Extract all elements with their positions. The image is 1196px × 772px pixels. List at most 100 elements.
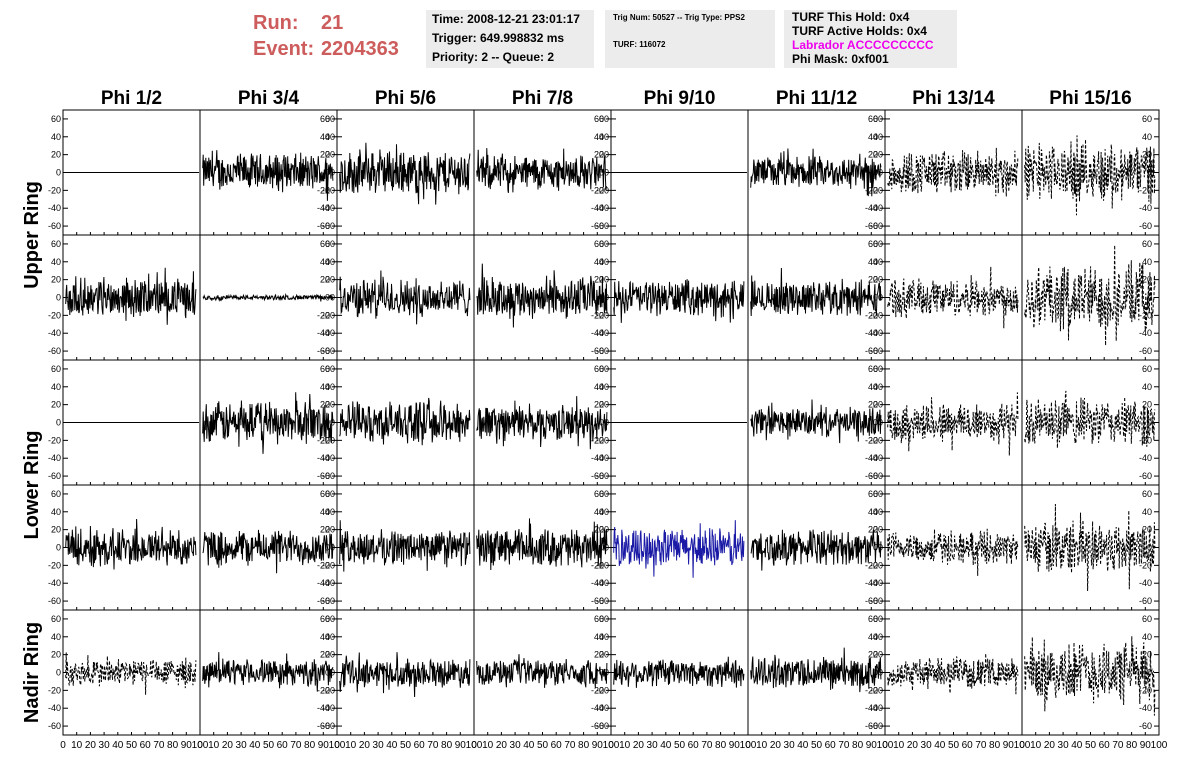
y-tick-label: 20 bbox=[1142, 400, 1152, 410]
y-tick-label: 0 bbox=[878, 168, 883, 178]
x-tick-label: 0 bbox=[471, 740, 477, 751]
y-tick-label: -40 bbox=[48, 578, 61, 588]
y-tick-label: 40 bbox=[1142, 257, 1152, 267]
y-tick-label: -60 bbox=[317, 346, 330, 356]
x-tick-label: 70 bbox=[153, 740, 165, 751]
column-title: Phi 11/12 bbox=[776, 88, 857, 109]
y-tick-label: -20 bbox=[591, 685, 604, 695]
y-tick-label: 20 bbox=[320, 400, 330, 410]
y-tick-label: -40 bbox=[317, 578, 330, 588]
waveform-trace bbox=[1024, 135, 1156, 216]
y-tick-label: 20 bbox=[51, 400, 61, 410]
y-tick-label: 60 bbox=[868, 364, 878, 374]
turf-active-holds-text: TURF Active Holds: 0x4 bbox=[792, 24, 927, 38]
y-tick-label: 20 bbox=[320, 150, 330, 160]
y-tick-label: 60 bbox=[51, 239, 61, 249]
y-tick-label: 40 bbox=[594, 132, 604, 142]
y-tick-label: 20 bbox=[594, 650, 604, 660]
y-tick-label: -20 bbox=[1139, 310, 1152, 320]
y-tick-label: -20 bbox=[322, 185, 335, 195]
panel-frame bbox=[884, 234, 1023, 361]
y-tick-label: -40 bbox=[596, 703, 609, 713]
waveform-trace bbox=[887, 528, 1019, 576]
x-tick-label: 40 bbox=[934, 740, 946, 751]
x-tick-label: 70 bbox=[564, 740, 576, 751]
y-tick-label: -20 bbox=[596, 310, 609, 320]
y-tick-label: 40 bbox=[1142, 632, 1152, 642]
time-info-box: Time: 2008-12-21 23:01:17 Trigger: 649.9… bbox=[426, 10, 594, 68]
y-tick-label: -20 bbox=[1139, 560, 1152, 570]
y-tick-label: -40 bbox=[591, 203, 604, 213]
y-tick-label: 40 bbox=[873, 132, 883, 142]
x-tick-label: 60 bbox=[825, 740, 837, 751]
x-tick-label: 20 bbox=[770, 740, 782, 751]
x-tick-label: 10 bbox=[619, 740, 631, 751]
run-event-box: Run: 21 Event: 2204363 bbox=[253, 10, 399, 62]
turf-info-box: TURF This Hold: 0x4 TURF Active Holds: 0… bbox=[784, 10, 957, 68]
x-tick-label: 70 bbox=[975, 740, 987, 751]
y-tick-label: 60 bbox=[594, 114, 604, 124]
y-tick-label: -40 bbox=[317, 328, 330, 338]
y-tick-label: 40 bbox=[51, 382, 61, 392]
y-tick-label: 40 bbox=[868, 132, 878, 142]
y-tick-label: 40 bbox=[1142, 132, 1152, 142]
y-tick-label: -60 bbox=[591, 721, 604, 731]
y-tick-label: -20 bbox=[48, 310, 61, 320]
x-tick-label: 50 bbox=[811, 740, 823, 751]
trigger-text: Trigger: 649.998832 ms bbox=[432, 31, 565, 45]
y-tick-label: -60 bbox=[322, 596, 335, 606]
x-tick-label: 40 bbox=[523, 740, 535, 751]
y-tick-label: -20 bbox=[317, 435, 330, 445]
y-tick-label: 40 bbox=[873, 507, 883, 517]
y-tick-label: 20 bbox=[873, 650, 883, 660]
y-tick-label: -60 bbox=[322, 221, 335, 231]
x-tick-label: 20 bbox=[1044, 740, 1056, 751]
trig-info-box: Trig Num: 50527 -- Trig Type: PPS2 TURF:… bbox=[605, 10, 775, 68]
y-tick-label: -40 bbox=[48, 203, 61, 213]
y-tick-label: -40 bbox=[322, 328, 335, 338]
x-tick-label: 80 bbox=[715, 740, 727, 751]
y-tick-label: -60 bbox=[317, 721, 330, 731]
y-tick-label: 20 bbox=[325, 275, 335, 285]
trig-num-text: Trig Num: 50527 -- Trig Type: PPS2 bbox=[613, 13, 745, 22]
y-tick-label: 60 bbox=[320, 114, 330, 124]
x-tick-label: 80 bbox=[1126, 740, 1138, 751]
column-title: Phi 13/14 bbox=[912, 88, 995, 109]
waveform-trace bbox=[202, 652, 334, 692]
y-tick-label: -20 bbox=[591, 560, 604, 570]
y-tick-label: -40 bbox=[596, 578, 609, 588]
waveform-trace bbox=[476, 396, 608, 450]
y-tick-label: -60 bbox=[48, 221, 61, 231]
y-tick-label: -40 bbox=[48, 703, 61, 713]
y-tick-label: -20 bbox=[591, 435, 604, 445]
y-tick-label: 60 bbox=[873, 614, 883, 624]
y-tick-label: 0 bbox=[604, 543, 609, 553]
y-tick-label: -40 bbox=[865, 703, 878, 713]
waveform-trace bbox=[750, 399, 882, 444]
y-tick-label: -60 bbox=[870, 221, 883, 231]
waveform-trace bbox=[887, 392, 1019, 456]
x-tick-label: 50 bbox=[400, 740, 412, 751]
y-tick-label: 20 bbox=[320, 275, 330, 285]
x-tick-label: 10 bbox=[208, 740, 220, 751]
y-tick-label: -40 bbox=[870, 703, 883, 713]
y-tick-label: 0 bbox=[878, 418, 883, 428]
y-tick-label: 40 bbox=[868, 632, 878, 642]
y-tick-label: 60 bbox=[51, 489, 61, 499]
x-tick-label: 90 bbox=[1140, 740, 1152, 751]
y-tick-label: -40 bbox=[596, 328, 609, 338]
x-tick-label: 100 bbox=[740, 740, 757, 751]
y-tick-label: 60 bbox=[873, 114, 883, 124]
y-tick-label: -40 bbox=[591, 453, 604, 463]
x-tick-label: 90 bbox=[455, 740, 467, 751]
y-tick-label: 0 bbox=[878, 293, 883, 303]
x-tick-label: 70 bbox=[290, 740, 302, 751]
waveform-trace bbox=[339, 652, 471, 698]
y-tick-label: 0 bbox=[330, 418, 335, 428]
waveform-trace bbox=[476, 263, 608, 328]
x-tick-label: 90 bbox=[866, 740, 878, 751]
waveform-trace bbox=[65, 518, 197, 570]
y-tick-label: -40 bbox=[317, 453, 330, 463]
turf-text: TURF: 116072 bbox=[613, 40, 666, 49]
